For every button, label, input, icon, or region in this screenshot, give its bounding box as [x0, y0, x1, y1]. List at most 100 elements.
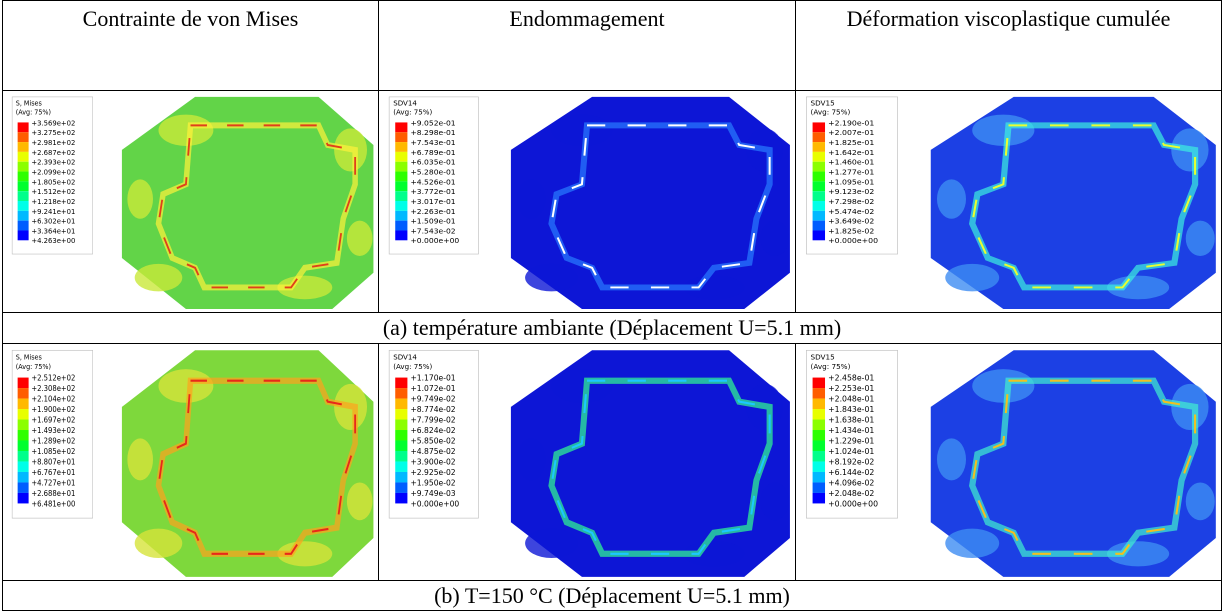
legend-value: +7.543e-01: [410, 138, 455, 147]
legend-band: [812, 419, 826, 431]
column-header-text: Endommagement: [509, 6, 665, 31]
legend-band: [812, 409, 826, 420]
legend-band: [812, 161, 826, 172]
legend-value: +2.190e-01: [828, 119, 874, 128]
legend-band: [17, 132, 29, 143]
legend-band: [395, 419, 408, 431]
contour-patch: [127, 438, 153, 481]
figure-cell: SDV15 (Avg: 75%) +2.458e-01 +2.253e-01 +2.04…: [795, 343, 1222, 581]
legend-value: +6.302e+01: [31, 216, 75, 225]
legend-band: [17, 440, 29, 451]
legend-value: +3.275e+02: [31, 128, 75, 137]
legend-band: [17, 151, 29, 162]
legend-band: [17, 171, 29, 182]
contour-patch: [134, 263, 183, 292]
legend-title: SDV15: [811, 353, 835, 362]
legend-value: +3.017e-01: [410, 197, 455, 206]
legend-value: +1.900e+02: [31, 405, 75, 415]
legend-value: +1.085e+02: [31, 447, 75, 457]
legend-value: +2.104e+02: [31, 394, 75, 404]
legend-title: SDV14: [393, 353, 417, 362]
legend-value: +8.807e+01: [31, 457, 75, 467]
legend-value: +2.458e-01: [828, 374, 874, 383]
contour-patch: [760, 220, 789, 257]
legend-band: [395, 461, 408, 472]
legend-value: +1.805e+02: [31, 177, 75, 186]
legend-value: +6.767e+01: [31, 468, 75, 478]
contour-patch: [551, 114, 613, 147]
legend-band: [812, 430, 826, 441]
legend-value: +0.000e+00: [410, 499, 459, 508]
column-header: Contrainte de von Mises: [2, 0, 379, 91]
legend-band: [395, 151, 408, 162]
legend-band: [812, 181, 826, 192]
legend-value: +1.277e-01: [828, 168, 874, 177]
legend-band: [812, 142, 826, 152]
legend-band: [812, 388, 826, 399]
legend-value: +2.925e-02: [410, 468, 455, 477]
figure-cell: SDV14 (Avg: 75%) +9.052e-01 +8.298e-01 +7.54…: [378, 90, 796, 313]
contour-patch: [277, 541, 333, 567]
legend-value: +9.749e-02: [410, 395, 455, 404]
legend-value: +1.825e-01: [828, 138, 874, 147]
row-caption: (b) T=150 °C (Déplacement U=5.1 mm): [2, 580, 1222, 611]
contour-plot: SDV14(Avg: 75%) +1.170e-01+1.072e-01 +9.74…: [388, 349, 790, 577]
legend-value: +2.308e+02: [31, 384, 75, 394]
legend-band: [395, 450, 408, 462]
legend-value: +3.569e+02: [31, 118, 75, 127]
legend-band: [395, 132, 408, 143]
legend-band: [395, 492, 408, 504]
legend-value: +2.263e-01: [410, 207, 455, 216]
legend-value: +4.875e-02: [410, 447, 455, 456]
contour-patch: [277, 275, 333, 300]
legend-band: [17, 142, 29, 152]
legend-band: [812, 482, 826, 493]
legend-value: +0.000e+00: [410, 236, 459, 245]
contour-patch: [516, 438, 546, 481]
legend-average: (Avg: 75%): [811, 108, 851, 117]
legend-band: [395, 122, 408, 133]
specimen: [510, 96, 790, 310]
legend-band: [17, 461, 29, 472]
legend-band: [395, 377, 408, 389]
contour-patch: [1106, 275, 1170, 300]
legend-band: [395, 142, 408, 152]
legend-value: +1.095e-01: [828, 178, 874, 187]
legend-value: +2.687e+02: [31, 148, 75, 157]
legend-band: [812, 440, 826, 451]
contour-patch: [516, 179, 546, 219]
legend-average: (Avg: 75%): [393, 362, 432, 371]
legend-value: +9.123e-02: [828, 187, 874, 196]
legend-band: [395, 440, 408, 451]
column-header-text: Contrainte de von Mises: [82, 6, 299, 31]
contour-patch: [760, 482, 789, 521]
contour-patch: [551, 369, 613, 403]
legend-value: +3.772e-01: [410, 187, 455, 196]
punch-ring-peak: [157, 124, 357, 289]
legend-band: [812, 210, 826, 221]
legend-value: +2.512e+02: [31, 373, 75, 383]
specimen: [121, 350, 374, 577]
legend-value: +6.144e-02: [828, 468, 874, 477]
legend-value: +9.749e-03: [410, 489, 455, 498]
legend-value: +1.218e+02: [31, 197, 75, 206]
legend-value: +2.253e-01: [828, 384, 874, 393]
legend-value: +6.481e+00: [31, 499, 75, 509]
legend-value: +2.099e+02: [31, 167, 75, 176]
legend-band: [395, 230, 408, 241]
legend-band: [17, 201, 29, 211]
legend-band: [17, 492, 29, 504]
legend-band: [17, 230, 29, 241]
legend-value: +5.280e-01: [410, 168, 455, 177]
contour-patch: [127, 179, 153, 219]
legend-band: [812, 201, 826, 211]
legend-value: +1.493e+02: [31, 426, 75, 436]
legend-value: +1.434e-01: [828, 426, 874, 435]
legend-band: [812, 122, 826, 133]
legend-band: [17, 220, 29, 231]
legend-value: +8.298e-01: [410, 128, 455, 137]
legend-value: +6.035e-01: [410, 158, 455, 167]
legend-value: +4.526e-01: [410, 177, 455, 186]
legend-band: [395, 220, 408, 231]
punch-ring-peak: [550, 379, 771, 555]
